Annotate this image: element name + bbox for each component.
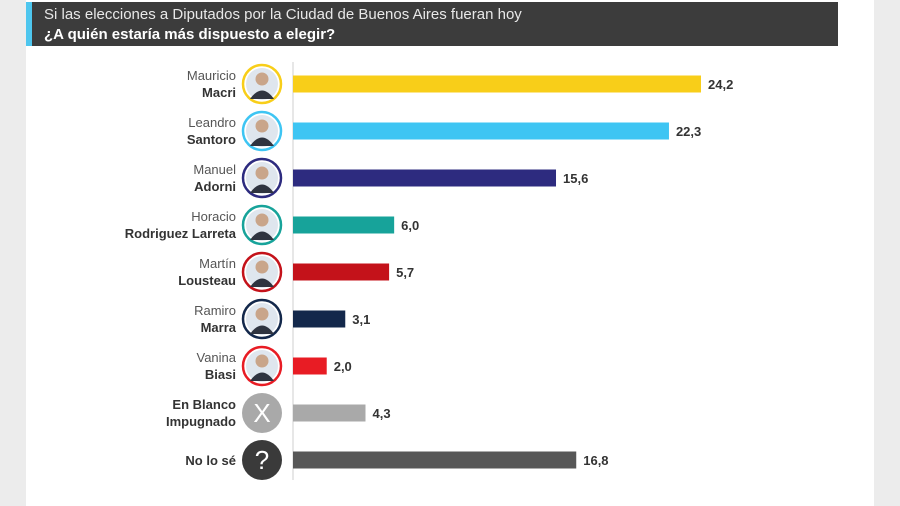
icon-symbol: ?	[255, 445, 269, 475]
chart-subtitle: Si las elecciones a Diputados por la Ciu…	[44, 6, 522, 23]
category-first-label: Ramiro	[194, 303, 236, 318]
bar-value-label: 24,2	[708, 77, 733, 92]
category-first-label: Manuel	[193, 162, 236, 177]
avatar-head	[255, 307, 269, 321]
bar	[293, 263, 390, 281]
bar-chart: Mauricio Macri 24,2 Leandro Santoro 22,3 Manue…	[125, 62, 733, 480]
category-last-label: Biasi	[205, 367, 236, 382]
candidate-avatar	[241, 63, 283, 105]
bar-row-3: Horacio Rodriguez Larreta 6,0	[125, 204, 419, 246]
candidate-avatar	[241, 204, 283, 246]
bar-value-label: 3,1	[352, 312, 370, 327]
bar-row-4: Martín Lousteau 5,7	[178, 251, 414, 293]
candidate-avatar	[241, 345, 283, 387]
chart-header: Si las elecciones a Diputados por la Ciu…	[26, 2, 838, 46]
bar-row-2: Manuel Adorni 15,6	[193, 157, 588, 199]
bar	[293, 169, 557, 187]
category-first-label: Leandro	[188, 115, 236, 130]
category-first-label: Martín	[199, 256, 236, 271]
bar-value-label: 15,6	[563, 171, 588, 186]
category-last-label: Macri	[202, 85, 236, 100]
question-icon: ?	[242, 440, 282, 480]
bar-value-label: 4,3	[372, 406, 390, 421]
bar-value-label: 16,8	[583, 453, 608, 468]
category-first-label: Mauricio	[187, 68, 236, 83]
avatar-body	[250, 278, 274, 287]
avatar-body	[250, 90, 274, 99]
category-last-label: Santoro	[187, 132, 236, 147]
avatar-head	[255, 354, 269, 368]
category-last-label: Adorni	[194, 179, 236, 194]
category-first-label: Horacio	[191, 209, 236, 224]
category-last-label: Impugnado	[166, 414, 236, 429]
avatar-head	[255, 119, 269, 133]
bar	[293, 310, 346, 328]
avatar-head	[255, 166, 269, 180]
icon-circle	[242, 440, 282, 480]
bar-value-label: 2,0	[334, 359, 352, 374]
category-last-label: Marra	[201, 320, 237, 335]
bar	[293, 357, 327, 375]
bar	[293, 216, 395, 234]
avatar-head	[255, 72, 269, 86]
bar-row-8: No lo sé? 16,8	[185, 440, 609, 480]
x-icon: X	[242, 393, 282, 433]
chart-title: ¿A quién estaría más dispuesto a elegir?	[44, 26, 336, 43]
bar-row-5: Ramiro Marra 3,1	[194, 298, 370, 340]
bar-row-0: Mauricio Macri 24,2	[187, 63, 733, 105]
bar	[293, 451, 577, 469]
category-last-label: No lo sé	[185, 453, 236, 468]
candidate-avatar	[241, 298, 283, 340]
avatar-head	[255, 213, 269, 227]
category-last-label: Rodriguez Larreta	[125, 226, 237, 241]
chart-card: Si las elecciones a Diputados por la Ciu…	[26, 0, 874, 506]
bar-value-label: 5,7	[396, 265, 414, 280]
bar-value-label: 22,3	[676, 124, 701, 139]
avatar-body	[250, 231, 274, 240]
bar	[293, 404, 366, 422]
bar	[293, 122, 669, 140]
bar-row-1: Leandro Santoro 22,3	[187, 110, 701, 152]
category-last-label: Lousteau	[178, 273, 236, 288]
avatar-body	[250, 372, 274, 381]
icon-circle	[242, 393, 282, 433]
bar-row-6: Vanina Biasi 2,0	[196, 345, 352, 387]
candidate-avatar	[241, 251, 283, 293]
category-first-label: En Blanco	[172, 397, 236, 412]
avatar-body	[250, 325, 274, 334]
avatar-body	[250, 137, 274, 146]
bar	[293, 75, 701, 93]
bar-value-label: 6,0	[401, 218, 419, 233]
avatar-head	[255, 260, 269, 274]
candidate-avatar	[241, 110, 283, 152]
avatar-body	[250, 184, 274, 193]
bar-row-7: En Blanco Impugnado X 4,3	[166, 393, 391, 433]
category-first-label: Vanina	[196, 350, 236, 365]
icon-symbol: X	[253, 398, 270, 428]
candidate-avatar	[241, 157, 283, 199]
